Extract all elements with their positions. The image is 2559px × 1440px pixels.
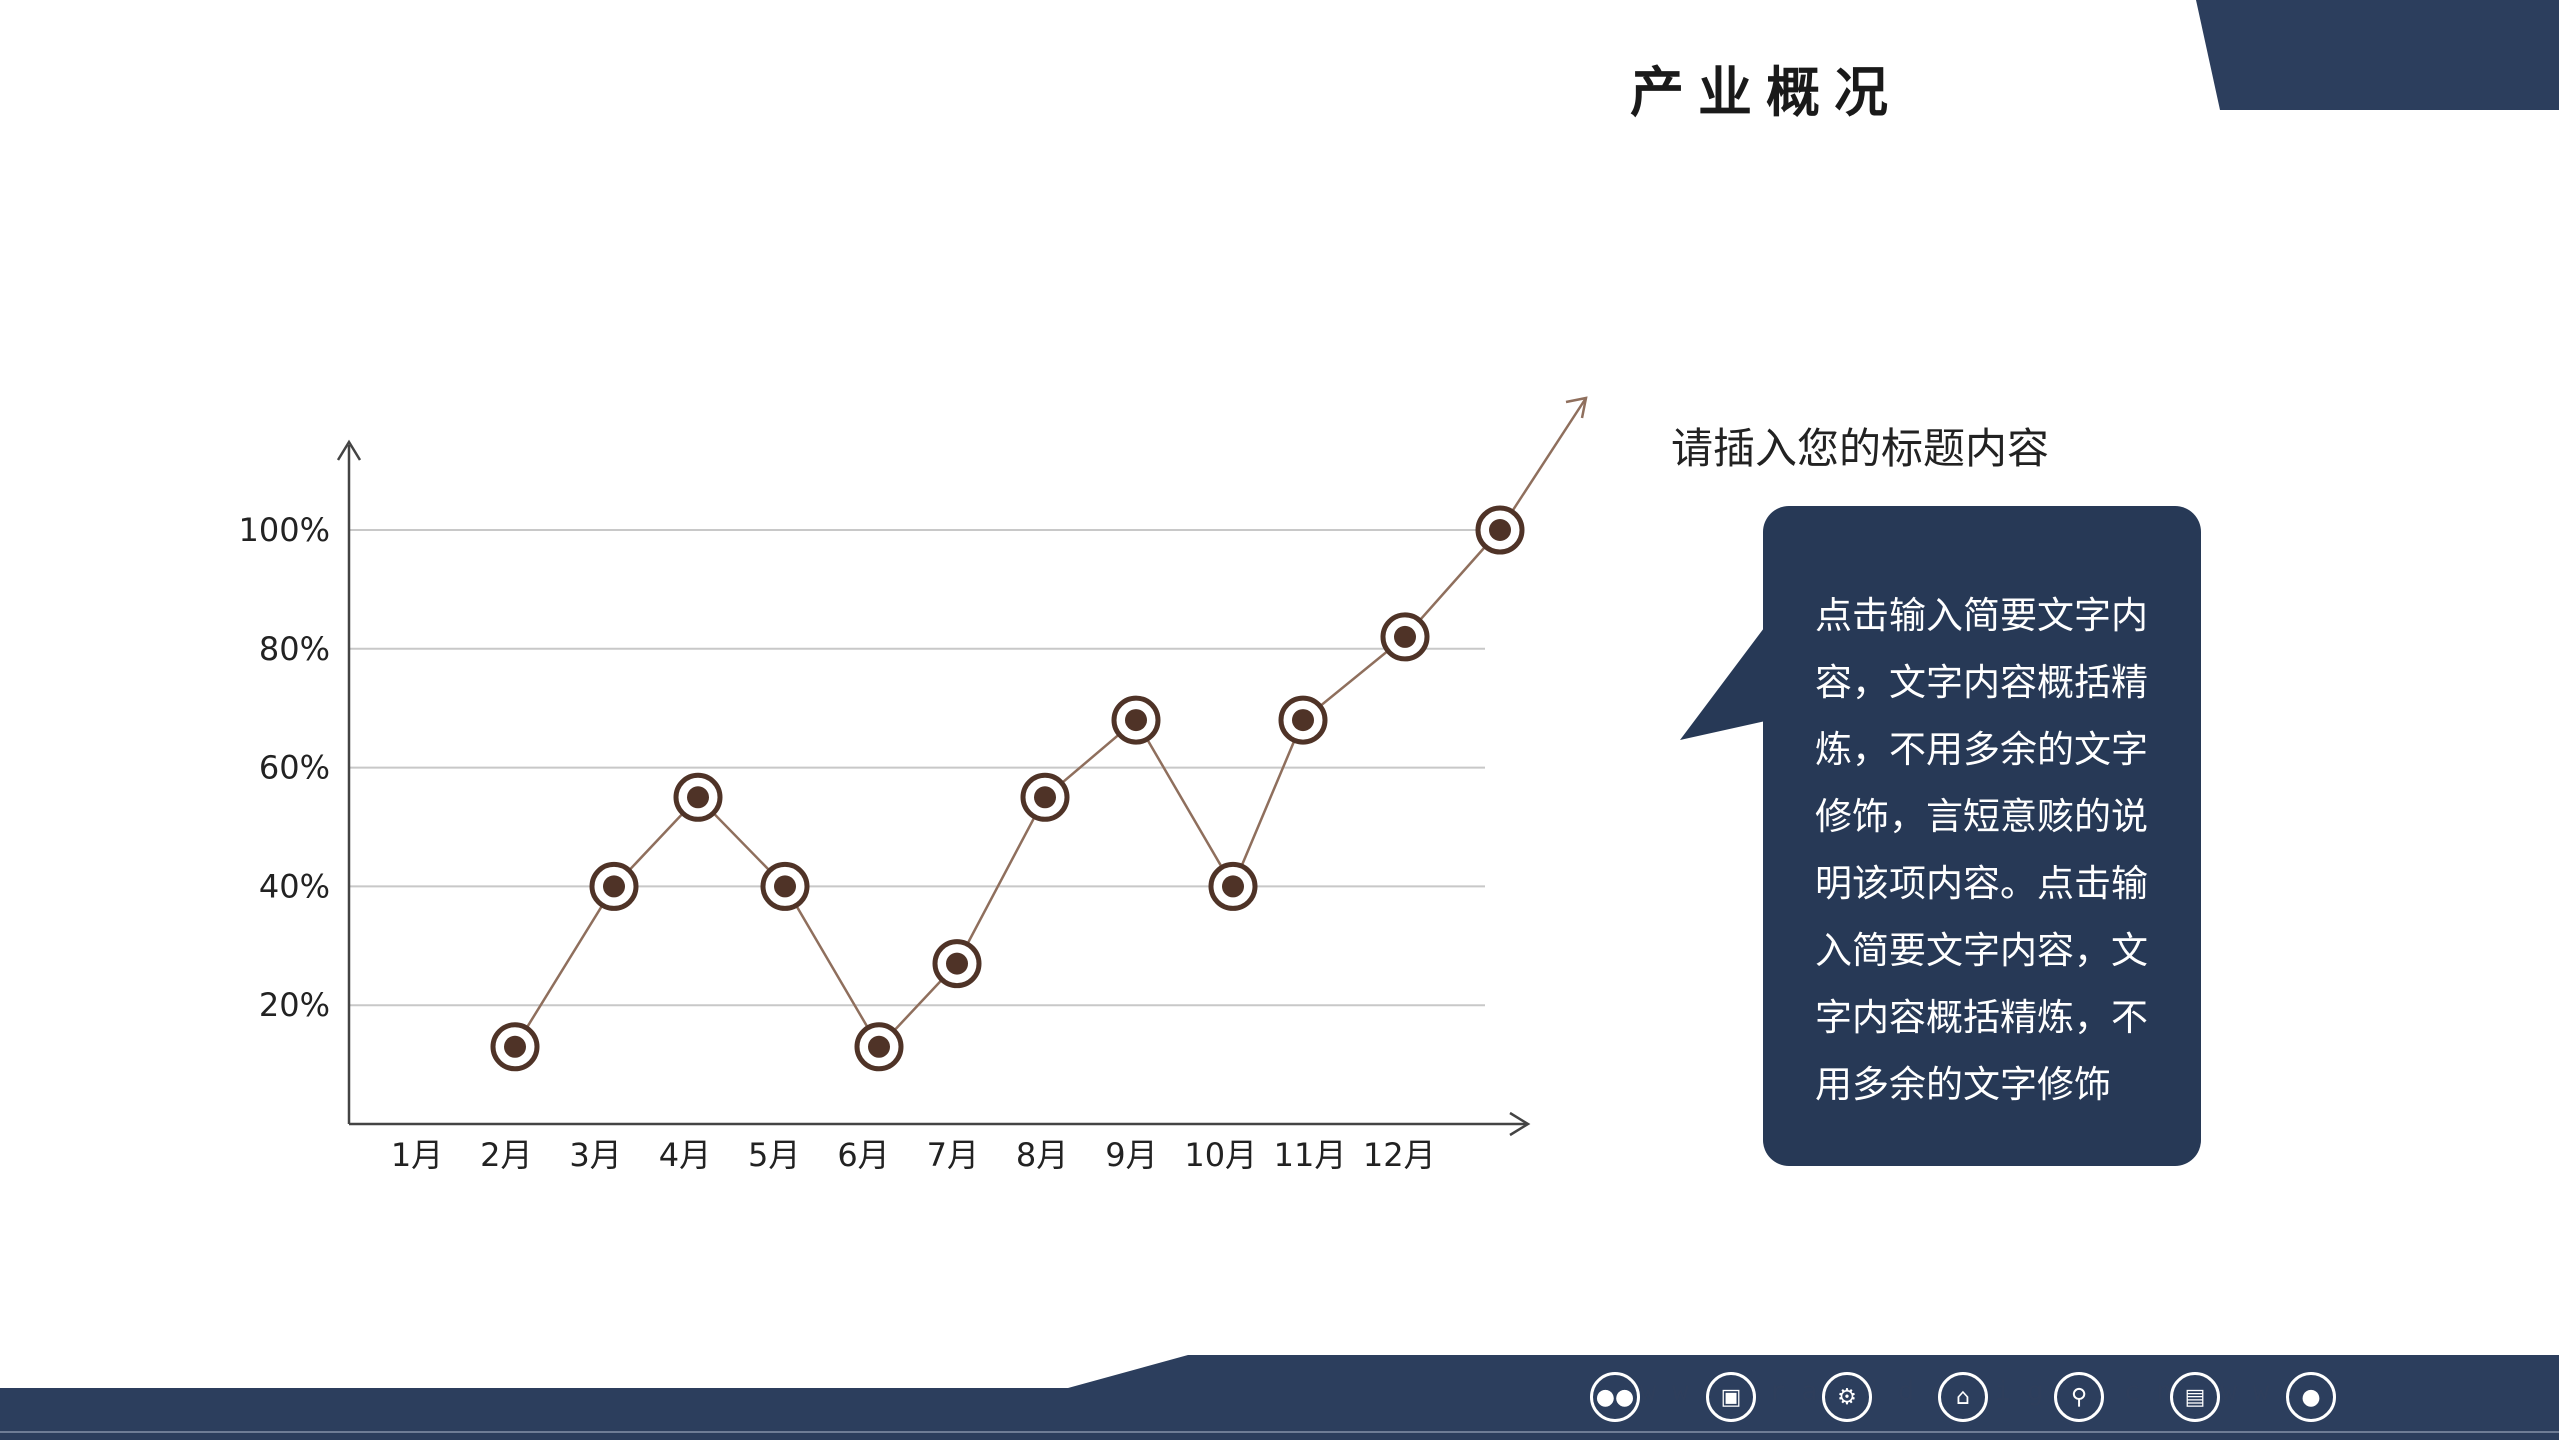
x-tick-label: 10月 [1184, 1136, 1257, 1174]
series-path [513, 529, 1501, 1049]
y-tick-label: 20% [259, 986, 330, 1024]
x-tick-label: 1月 [391, 1136, 443, 1174]
data-point [490, 1022, 540, 1072]
data-point [673, 772, 723, 822]
trend-arrow-line [1498, 397, 1588, 531]
home-icon[interactable] [2354, 1356, 2408, 1406]
side-panel-body: 点击输入简要文字内容，文字内容概括精炼，不用多余的文字修饰，言短意赅的说明该项内… [1815, 594, 2148, 1106]
data-point [932, 939, 982, 989]
gear-icon[interactable]: ⚙ [1822, 1372, 1872, 1422]
footer-url: www.rapidesign.cn www.rapidppt.com [1640, 1376, 2340, 1407]
x-tick-label: 9月 [1105, 1136, 1157, 1174]
speech-bubble-tail [1680, 620, 1770, 740]
cart-icon[interactable]: ▣ [1706, 1372, 1756, 1422]
x-tick-label: 5月 [748, 1136, 800, 1174]
trend-arrow-head [1565, 396, 1588, 419]
series-line [513, 529, 1501, 1049]
x-tick-label: 11月 [1274, 1136, 1347, 1174]
data-point [1111, 695, 1161, 745]
lock-icon[interactable]: ● [2286, 1372, 2336, 1422]
line-chart: 20% 40% 60% 80% 100% 1月 2月 3月 4月 5月 6月 7月 8月 9月 10月 11… [239, 396, 1588, 1174]
chart-grid [349, 529, 1485, 1007]
search-icon[interactable]: ⚲ [2054, 1372, 2104, 1422]
side-panel-title: 请插入您的标题内容 [1670, 424, 2049, 473]
chart-icon[interactable]: ▤ [2170, 1372, 2220, 1422]
y-tick-label: 100% [239, 511, 330, 549]
x-tick-label: 7月 [927, 1136, 979, 1174]
y-tick-label: 40% [259, 867, 330, 905]
trend-arrow [1498, 396, 1588, 531]
x-tick-label: 4月 [659, 1136, 711, 1174]
data-point [1208, 861, 1258, 911]
house-icon[interactable]: ⌂ [1938, 1372, 1988, 1422]
footer-band [0, 1355, 2559, 1440]
data-point [854, 1022, 904, 1072]
data-point [1380, 612, 1430, 662]
chart-axes [336, 439, 1531, 1137]
speech-bubble [1763, 506, 2201, 1166]
x-tick-label: 6月 [837, 1136, 889, 1174]
chat-icon[interactable]: ●● [1590, 1372, 1640, 1422]
data-point [1278, 695, 1328, 745]
data-point [1020, 772, 1070, 822]
x-tick-label: 2月 [480, 1136, 532, 1174]
y-tick-label: 60% [259, 749, 330, 787]
page-title: 产业概况 [1630, 61, 1902, 124]
x-tick-label: 12月 [1363, 1136, 1436, 1174]
x-tick-label: 3月 [569, 1136, 621, 1174]
data-point [1475, 505, 1525, 555]
y-axis-tick-labels: 20% 40% 60% 80% 100% [239, 511, 330, 1024]
x-axis-tick-labels: 1月 2月 3月 4月 5月 6月 7月 8月 9月 10月 11月 12月 [391, 1136, 1436, 1174]
x-tick-label: 8月 [1016, 1136, 1068, 1174]
y-tick-label: 80% [259, 630, 330, 668]
series-markers [490, 505, 1525, 1072]
data-point [589, 861, 639, 911]
header-banner [2196, 0, 2559, 110]
data-point [760, 861, 810, 911]
